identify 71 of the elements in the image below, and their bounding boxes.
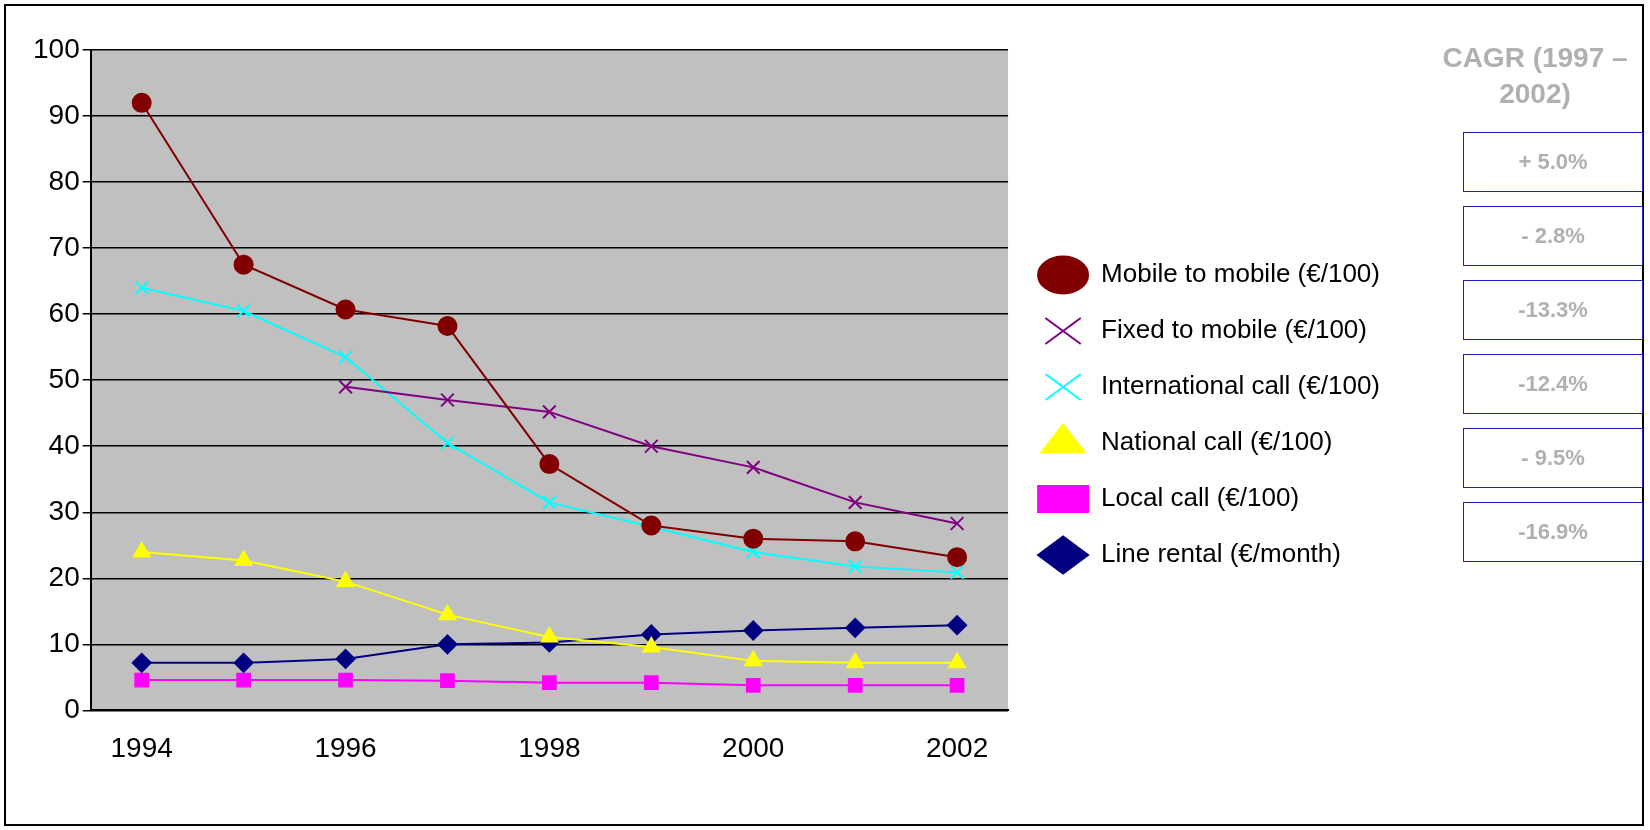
point bbox=[338, 349, 353, 365]
point bbox=[540, 627, 559, 643]
point bbox=[335, 648, 356, 669]
point bbox=[743, 620, 764, 641]
point bbox=[745, 460, 761, 475]
point bbox=[437, 316, 458, 337]
point bbox=[745, 544, 761, 560]
point bbox=[437, 634, 458, 655]
point bbox=[233, 652, 254, 673]
text: - 9.5% bbox=[1463, 428, 1643, 488]
y-tick-label: 100 bbox=[33, 32, 80, 64]
point bbox=[131, 92, 152, 113]
point bbox=[440, 673, 455, 689]
y-tick-label: 10 bbox=[48, 627, 80, 659]
point bbox=[947, 615, 968, 636]
y-tick-label: 70 bbox=[48, 230, 80, 262]
point bbox=[845, 617, 866, 638]
point bbox=[131, 652, 152, 673]
y-tick-label: 80 bbox=[48, 164, 80, 196]
point bbox=[134, 280, 150, 296]
point bbox=[643, 438, 659, 454]
point bbox=[743, 528, 764, 549]
point bbox=[847, 559, 863, 574]
point bbox=[236, 303, 251, 319]
y-tick-label: 60 bbox=[48, 296, 80, 328]
text: - 2.8% bbox=[1463, 206, 1643, 266]
y-tick-label: 20 bbox=[48, 561, 80, 593]
text: -13.3% bbox=[1463, 280, 1643, 340]
point bbox=[134, 672, 150, 688]
legend-label: Mobile to mobile (€/100) bbox=[1101, 258, 1380, 289]
point bbox=[542, 495, 557, 510]
legend-label: Local call (€/100) bbox=[1101, 482, 1300, 513]
y-tick-label: 0 bbox=[64, 693, 80, 725]
point bbox=[949, 516, 965, 531]
point bbox=[236, 672, 251, 688]
point bbox=[947, 547, 968, 568]
x-tick-label: 2000 bbox=[722, 731, 785, 763]
point bbox=[949, 565, 965, 580]
y-tick-label: 30 bbox=[48, 495, 80, 526]
legend-label: National call (€/100) bbox=[1101, 426, 1333, 457]
point bbox=[847, 495, 863, 510]
point bbox=[440, 435, 455, 451]
text: CAGR (1997 – 2002) bbox=[1441, 41, 1629, 111]
point bbox=[338, 672, 353, 688]
y-tick-label: 50 bbox=[48, 362, 80, 394]
x-tick-label: 1996 bbox=[314, 731, 377, 763]
text: + 5.0% bbox=[1463, 132, 1643, 192]
point bbox=[641, 515, 662, 536]
point bbox=[542, 675, 557, 691]
legend-label: International call (€/100) bbox=[1101, 370, 1381, 401]
point bbox=[338, 379, 353, 395]
point bbox=[642, 637, 661, 653]
text: -12.4% bbox=[1463, 354, 1643, 414]
x-tick-label: 2002 bbox=[925, 731, 989, 763]
x-tick-label: 1998 bbox=[518, 731, 581, 763]
text: -16.9% bbox=[1463, 502, 1643, 562]
legend-label: Line rental (€/month) bbox=[1101, 538, 1341, 569]
y-tick-label: 40 bbox=[48, 428, 80, 460]
point bbox=[440, 392, 455, 408]
y-tick-label: 90 bbox=[48, 98, 80, 130]
point bbox=[949, 677, 965, 693]
point bbox=[847, 677, 863, 693]
point bbox=[233, 254, 254, 275]
point bbox=[335, 299, 356, 320]
point bbox=[539, 454, 560, 475]
point bbox=[745, 677, 761, 693]
x-tick-label: 1994 bbox=[110, 731, 173, 763]
point bbox=[542, 404, 557, 420]
point bbox=[845, 531, 866, 552]
point bbox=[643, 675, 659, 691]
legend-label: Fixed to mobile (€/100) bbox=[1101, 314, 1367, 345]
